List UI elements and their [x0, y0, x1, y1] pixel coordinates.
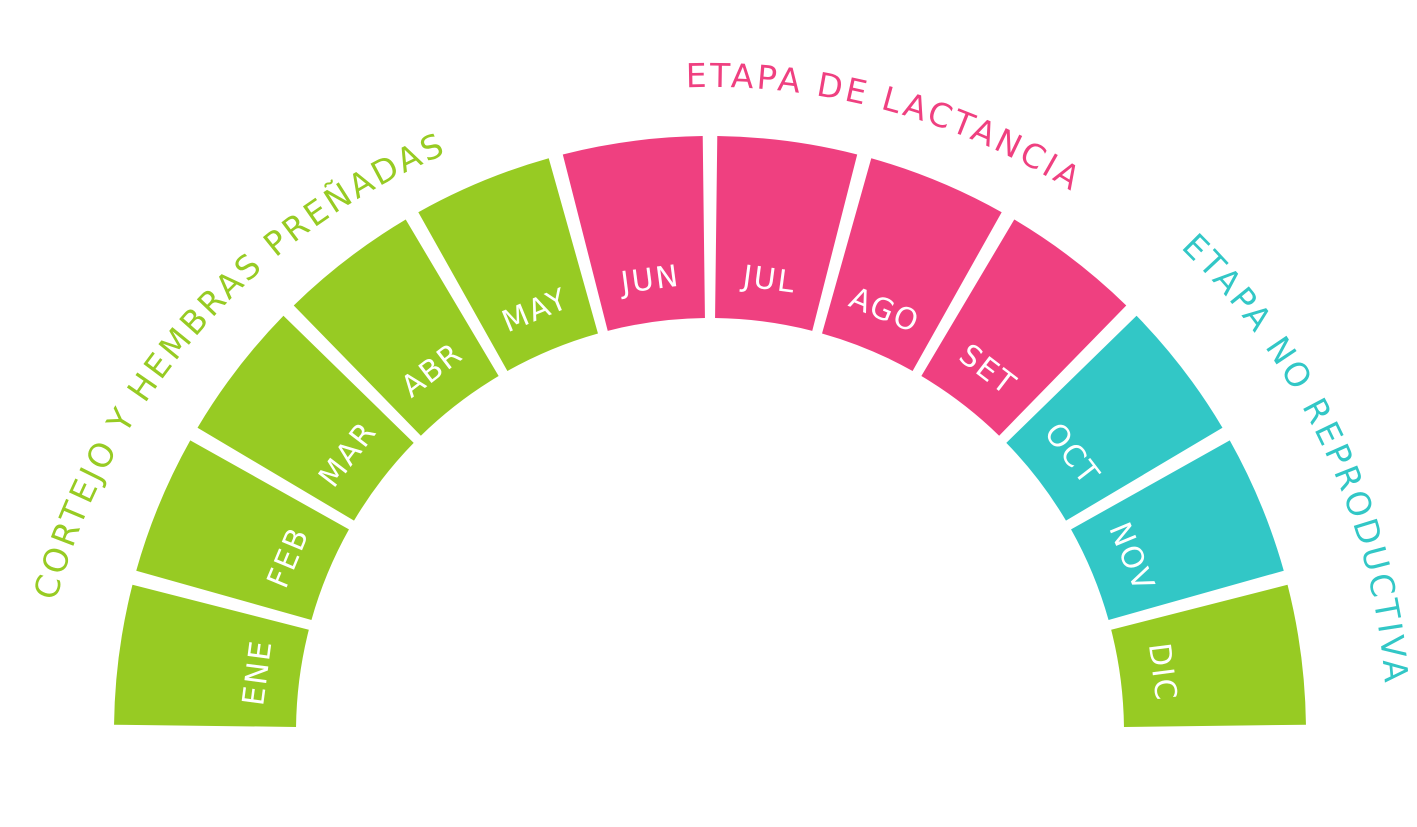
month-segment-nov [1071, 440, 1284, 620]
month-segment-abr [293, 219, 499, 436]
month-segment-ago [822, 158, 1002, 371]
month-segment-mar [197, 315, 414, 521]
month-label-dic: DIC [1141, 641, 1183, 704]
month-segment-jul [715, 136, 858, 331]
month-label-ene: ENE [236, 637, 279, 707]
month-segment-oct [1006, 315, 1223, 521]
month-label-jun: JUN [617, 259, 682, 302]
month-segment-feb [136, 440, 349, 620]
month-label-jul: JUL [739, 259, 799, 301]
month-segment-dic [1111, 584, 1306, 727]
month-segment-set [921, 219, 1127, 436]
month-segment-jun [562, 136, 705, 331]
month-segments [114, 136, 1306, 727]
month-segment-ene [114, 584, 309, 727]
month-segment-may [418, 158, 598, 371]
